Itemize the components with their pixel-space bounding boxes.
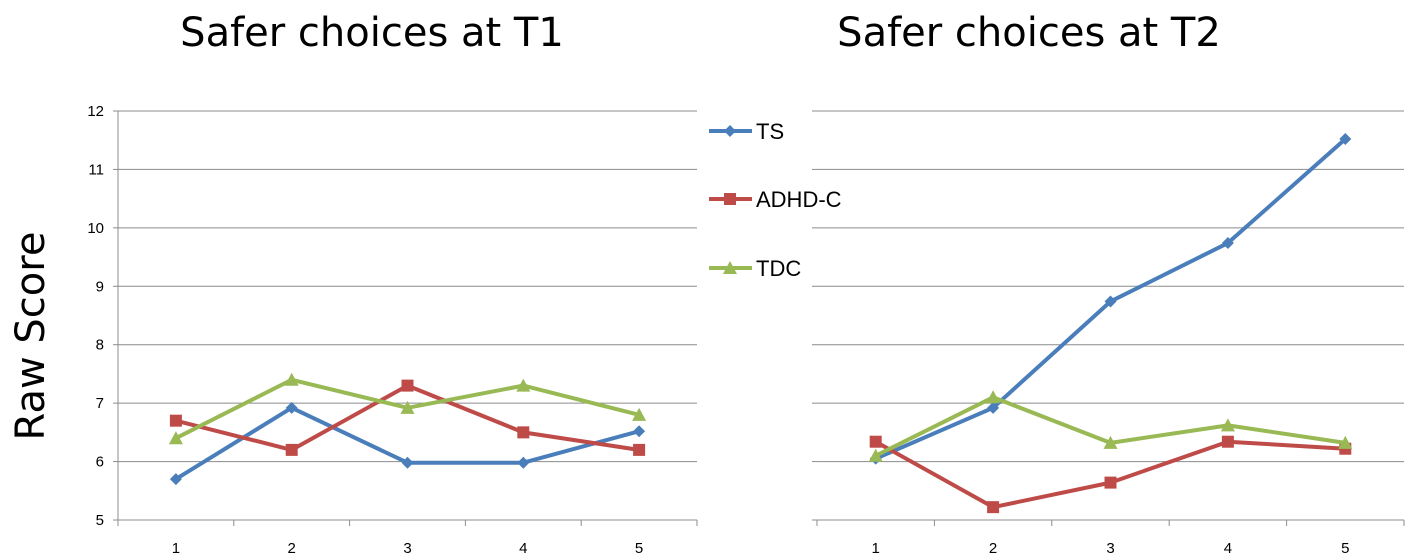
y-tick-label: 6 bbox=[96, 454, 104, 471]
data-point-tdc bbox=[632, 407, 647, 421]
legend-label: TDC bbox=[756, 256, 801, 281]
data-point-tdc bbox=[400, 400, 415, 414]
data-point-tdc bbox=[284, 372, 299, 386]
data-point-ts bbox=[987, 401, 1000, 414]
chart-title: Safer choices at T2 bbox=[837, 10, 1221, 56]
data-point-adhd-c bbox=[987, 501, 1000, 514]
chart-t2: Safer choices at T2 1 2 3 4 5 bbox=[812, 10, 1405, 556]
data-point-tdc bbox=[168, 431, 183, 445]
data-point-adhd-c bbox=[1221, 435, 1234, 448]
x-tick-label: 4 bbox=[1224, 540, 1232, 556]
legend: TS ADHD-C TDC bbox=[709, 119, 842, 281]
legend-marker bbox=[723, 261, 737, 274]
data-point-ts bbox=[285, 401, 298, 414]
data-point-tdc bbox=[1338, 435, 1353, 449]
legend-marker bbox=[724, 125, 736, 137]
x-tick-label: 2 bbox=[989, 540, 997, 556]
data-point-ts bbox=[1221, 237, 1234, 250]
y-axis-label: Raw Score bbox=[8, 232, 54, 441]
x-tick-label: 2 bbox=[288, 540, 296, 556]
data-point-adhd-c bbox=[517, 426, 530, 439]
data-point-ts bbox=[517, 456, 530, 469]
data-point-tdc bbox=[868, 448, 883, 462]
x-tick-label: 5 bbox=[635, 540, 643, 556]
legend-label: ADHD-C bbox=[756, 187, 842, 212]
data-point-adhd-c bbox=[869, 435, 882, 448]
data-point-adhd-c bbox=[1104, 476, 1117, 489]
x-tick-label: 1 bbox=[172, 540, 180, 556]
data-point-tdc bbox=[986, 390, 1001, 404]
legend-marker bbox=[724, 193, 736, 205]
chart-title: Safer choices at T1 bbox=[180, 10, 564, 56]
x-tick-label: 3 bbox=[1106, 540, 1114, 556]
y-tick-label: 8 bbox=[96, 337, 104, 354]
data-point-tdc bbox=[1220, 418, 1235, 432]
data-point-adhd-c bbox=[633, 443, 646, 456]
y-tick-label: 7 bbox=[96, 395, 104, 412]
y-tick-label: 5 bbox=[96, 512, 104, 529]
data-point-ts bbox=[1104, 295, 1117, 308]
data-point-adhd-c bbox=[169, 414, 182, 427]
x-tick-label: 5 bbox=[1341, 540, 1349, 556]
legend-label: TS bbox=[756, 119, 784, 144]
x-tick-label: 4 bbox=[519, 540, 527, 556]
y-tick-label: 9 bbox=[96, 278, 104, 295]
x-tick-label: 1 bbox=[872, 540, 880, 556]
data-point-ts bbox=[401, 456, 414, 469]
data-point-tdc bbox=[516, 378, 531, 392]
data-point-adhd-c bbox=[285, 443, 298, 456]
y-tick-label: 12 bbox=[87, 103, 104, 120]
x-tick-label: 3 bbox=[403, 540, 411, 556]
data-point-ts bbox=[1339, 133, 1352, 146]
data-point-ts bbox=[169, 473, 182, 486]
series-line-adhd-c bbox=[874, 439, 1346, 510]
data-point-ts bbox=[633, 425, 646, 438]
data-point-tdc bbox=[1103, 435, 1118, 449]
y-tick-label: 10 bbox=[87, 220, 104, 237]
data-point-adhd-c bbox=[401, 379, 414, 392]
y-tick-label: 11 bbox=[88, 161, 104, 178]
